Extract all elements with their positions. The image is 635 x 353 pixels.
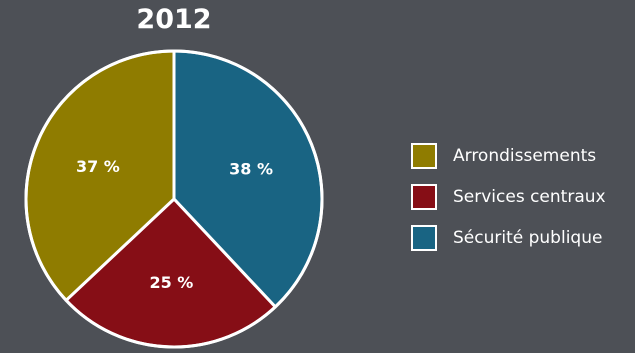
legend-item-arrondissements: Arrondissements <box>411 143 606 169</box>
legend-item-securite-publique: Sécurité publique <box>411 225 606 251</box>
data-label-services-centraux: 25 % <box>149 273 193 292</box>
legend-item-services-centraux: Services centraux <box>411 184 606 210</box>
legend: Arrondissements Services centraux Sécuri… <box>411 143 606 266</box>
legend-label-securite-publique: Sécurité publique <box>453 228 603 248</box>
pie-outline <box>24 49 324 349</box>
legend-swatch-arrondissements <box>411 143 437 169</box>
legend-swatch-securite-publique <box>411 225 437 251</box>
data-label-arrondissements: 37 % <box>76 157 120 176</box>
chart-title: 2012 <box>136 4 212 35</box>
data-label-securite-publique: 38 % <box>229 160 273 179</box>
legend-label-services-centraux: Services centraux <box>453 187 606 207</box>
legend-label-arrondissements: Arrondissements <box>453 146 597 166</box>
legend-swatch-services-centraux <box>411 184 437 210</box>
